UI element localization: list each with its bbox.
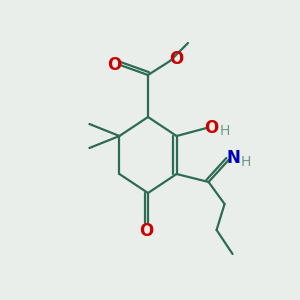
Text: N: N — [226, 149, 241, 167]
Text: O: O — [139, 222, 153, 240]
Text: O: O — [107, 56, 121, 74]
Text: O: O — [169, 50, 183, 68]
Text: H: H — [219, 124, 230, 138]
Text: H: H — [240, 155, 251, 169]
Text: O: O — [205, 119, 219, 137]
